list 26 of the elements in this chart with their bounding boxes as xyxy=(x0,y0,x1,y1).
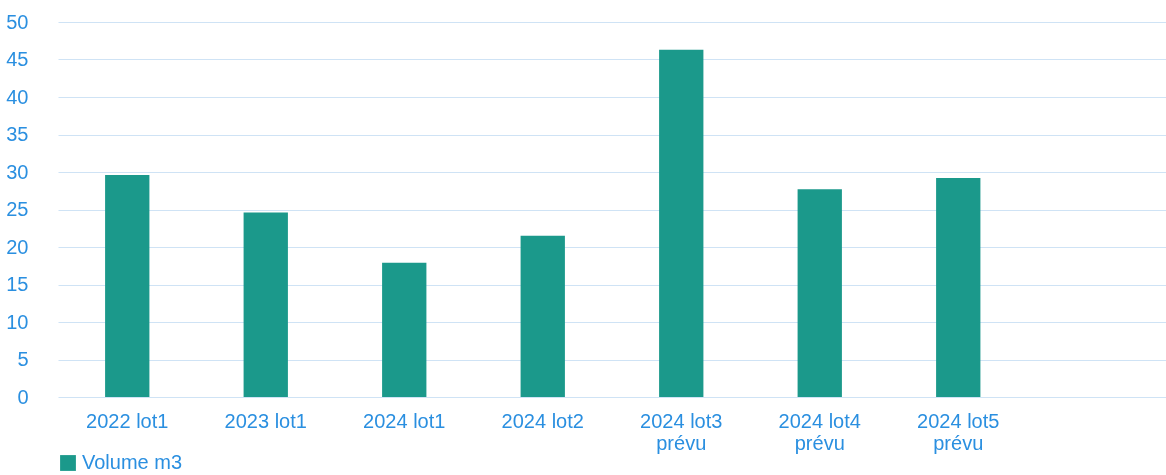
y-tick-label: 30 xyxy=(6,160,29,183)
bar xyxy=(520,235,565,397)
y-tick-label: 20 xyxy=(6,235,29,258)
x-tick-label: 2024 lot3 prévu xyxy=(640,409,723,454)
y-tick-label: 40 xyxy=(6,85,29,108)
legend-label: Volume m3 xyxy=(82,451,183,473)
bar xyxy=(659,49,704,397)
y-tick-label: 10 xyxy=(6,310,29,333)
bar xyxy=(936,178,981,397)
y-tick-label: 15 xyxy=(6,273,29,295)
y-tick-label: 0 xyxy=(17,385,29,408)
x-tick-label: 2022 lot1 xyxy=(86,409,169,432)
x-tick-label: 2024 lot4 prévu xyxy=(778,409,861,454)
y-tick-label: 5 xyxy=(17,348,29,370)
x-tick-label: 2024 lot5 prévu xyxy=(917,409,1000,454)
y-tick-label: 50 xyxy=(6,10,29,33)
y-tick-label: 35 xyxy=(6,123,29,145)
y-tick-label: 25 xyxy=(6,198,29,220)
bar xyxy=(243,212,288,397)
y-tick-label: 45 xyxy=(6,48,29,70)
x-tick-label: 2024 lot2 xyxy=(501,409,584,432)
bar xyxy=(797,189,842,397)
x-tick-label: 2024 lot1 xyxy=(363,409,446,432)
bar xyxy=(382,262,427,397)
bar xyxy=(105,175,150,397)
x-tick-label: 2023 lot1 xyxy=(224,409,307,432)
